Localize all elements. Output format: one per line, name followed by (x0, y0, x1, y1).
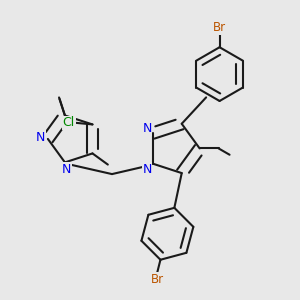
Text: N: N (36, 131, 46, 144)
Text: Cl: Cl (63, 116, 75, 129)
Text: Br: Br (151, 273, 164, 286)
Text: N: N (62, 163, 71, 176)
Text: Br: Br (213, 21, 226, 34)
Text: N: N (142, 122, 152, 135)
Text: N: N (142, 163, 152, 176)
